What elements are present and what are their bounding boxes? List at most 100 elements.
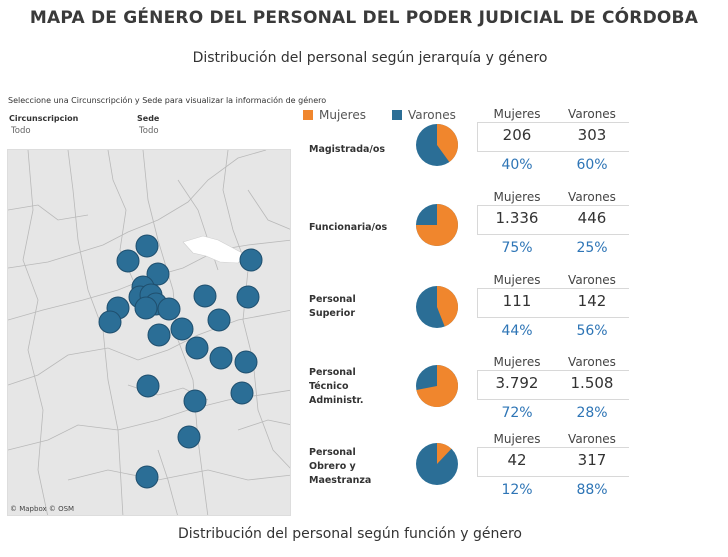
women-swatch (303, 110, 313, 120)
women-count: 42 (507, 451, 527, 469)
gender-pie-chart[interactable] (415, 203, 459, 247)
location-marker[interactable] (157, 297, 181, 321)
location-markers (98, 234, 263, 489)
women-count: 3.792 (495, 374, 539, 392)
men-percent: 28% (576, 405, 608, 421)
table-divider (477, 205, 478, 234)
table-divider (477, 447, 478, 476)
women-header: Mujeres (493, 273, 541, 287)
women-percent: 44% (501, 323, 533, 339)
category-label: Magistrada/os (309, 144, 386, 155)
category-label-line: Técnico (309, 381, 349, 392)
men-count: 317 (577, 451, 607, 469)
circunscripcion-filter-label: Circunscripcion (9, 114, 79, 123)
location-marker[interactable] (98, 310, 122, 334)
category-label: Funcionaria/os (309, 222, 388, 233)
table-divider (477, 122, 478, 151)
women-percent: 75% (501, 240, 533, 256)
men-header: Varones (568, 355, 616, 369)
men-count: 1.508 (570, 374, 614, 392)
men-percent: 60% (576, 157, 608, 173)
location-marker[interactable] (177, 425, 201, 449)
location-marker[interactable] (134, 296, 158, 320)
location-marker[interactable] (170, 317, 194, 341)
location-marker[interactable] (209, 346, 233, 370)
women-percent: 12% (501, 482, 533, 498)
location-marker[interactable] (116, 249, 140, 273)
category-label: Personal Técnico Administr. (309, 366, 363, 408)
gender-pie-chart[interactable] (415, 285, 459, 329)
table-divider (477, 476, 629, 477)
sede-filter-label: Sede (137, 114, 160, 123)
legend-men: Varones (392, 108, 456, 122)
table-divider (477, 370, 478, 399)
table-divider (477, 370, 629, 371)
men-count: 446 (577, 209, 607, 227)
men-percent: 88% (576, 482, 608, 498)
location-marker[interactable] (207, 308, 231, 332)
category-label: Personal Superior (309, 293, 356, 321)
legend-men-label: Varones (408, 108, 456, 122)
location-marker[interactable] (147, 323, 171, 347)
men-count: 142 (577, 292, 607, 310)
women-percent: 40% (501, 157, 533, 173)
men-header: Varones (568, 190, 616, 204)
sede-filter[interactable]: Todo (139, 126, 159, 136)
table-divider (477, 205, 629, 206)
gender-pie-chart[interactable] (415, 442, 459, 486)
table-divider (477, 288, 478, 317)
table-divider (477, 122, 629, 123)
women-header: Mujeres (493, 432, 541, 446)
cordoba-map[interactable] (7, 149, 291, 516)
page-title: MAPA DE GÉNERO DEL PERSONAL DEL PODER JU… (29, 8, 699, 28)
category-label-line: Personal (309, 294, 356, 305)
women-count: 206 (502, 126, 532, 144)
women-count: 111 (502, 292, 532, 310)
map-credit: © Mapbox © OSM (10, 505, 75, 513)
filter-hint: Seleccione una Circunscripción y Sede pa… (8, 96, 327, 105)
gender-pie-chart[interactable] (415, 364, 459, 408)
men-swatch (392, 110, 402, 120)
table-divider (477, 399, 629, 400)
map-canvas (8, 150, 290, 515)
category-label-line: Personal (309, 367, 356, 378)
category-label-line: Superior (309, 308, 356, 319)
pie-slice-women (416, 365, 458, 407)
pie-slice-women (416, 204, 458, 246)
men-percent: 25% (576, 240, 608, 256)
location-marker[interactable] (193, 284, 217, 308)
women-header: Mujeres (493, 107, 541, 121)
location-marker[interactable] (146, 262, 170, 286)
women-percent: 72% (501, 405, 533, 421)
legend-women: Mujeres (303, 108, 366, 122)
men-header: Varones (568, 107, 616, 121)
category-label-line: Administr. (309, 395, 364, 406)
location-marker[interactable] (183, 389, 207, 413)
men-count: 303 (577, 126, 607, 144)
location-marker[interactable] (239, 248, 263, 272)
circunscripcion-filter[interactable]: Todo (11, 126, 31, 136)
men-header: Varones (568, 273, 616, 287)
men-percent: 56% (576, 323, 608, 339)
category-label-line: Maestranza (309, 475, 372, 486)
women-count: 1.336 (495, 209, 539, 227)
table-divider (477, 151, 629, 152)
table-divider (477, 447, 629, 448)
hierarchy-subtitle: Distribución del personal según jerarquí… (192, 50, 548, 66)
table-divider (477, 288, 629, 289)
pie-slice-women (437, 124, 458, 162)
gender-pie-chart[interactable] (415, 123, 459, 167)
women-header: Mujeres (493, 190, 541, 204)
category-label-line: Obrero y (309, 461, 356, 472)
location-marker[interactable] (136, 374, 160, 398)
pie-slice-women (437, 443, 452, 464)
pie-slice-women (437, 286, 459, 327)
location-marker[interactable] (185, 336, 209, 360)
location-marker[interactable] (236, 285, 260, 309)
location-marker[interactable] (135, 234, 159, 258)
location-marker[interactable] (135, 465, 159, 489)
location-marker[interactable] (234, 350, 258, 374)
table-divider (477, 317, 629, 318)
function-subtitle: Distribución del personal según función … (178, 526, 522, 542)
location-marker[interactable] (230, 381, 254, 405)
